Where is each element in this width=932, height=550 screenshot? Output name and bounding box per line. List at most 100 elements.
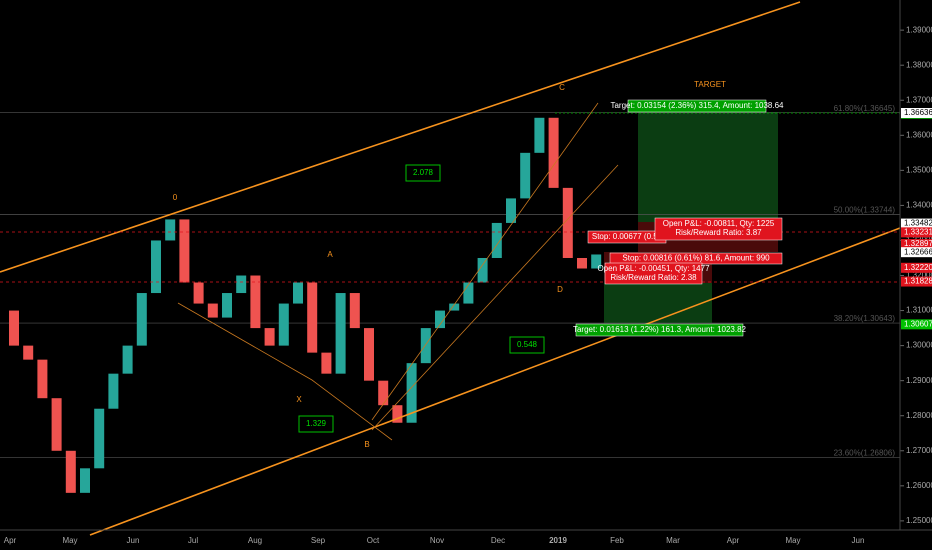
candle-body	[179, 219, 190, 283]
y-tick-label: 1.28000	[906, 411, 932, 420]
x-tick-label: May	[62, 536, 77, 545]
candle-body	[264, 328, 275, 346]
labels: 1.25000 1.26000 1.27000 1.28000 1.29000 1.300…	[4, 25, 932, 545]
candle-body	[293, 282, 303, 304]
profit-zone	[638, 112, 778, 222]
y-tick-label: 1.38000	[906, 60, 932, 69]
candle-body	[193, 282, 204, 304]
candle-body	[207, 303, 218, 318]
trade-label: Risk/Reward Ratio: 2.38	[610, 273, 697, 282]
candle-body	[491, 222, 502, 258]
ratio-label: 0.548	[517, 340, 538, 349]
price-tag-label: 1.30607	[904, 319, 932, 328]
x-tick-label: Oct	[367, 536, 380, 545]
candle-body	[477, 257, 488, 283]
candle-body	[250, 275, 261, 329]
candle-body	[364, 328, 374, 381]
candles	[9, 117, 602, 493]
price-tag	[901, 227, 932, 238]
price-tag-label: 1.31828	[904, 277, 932, 286]
trade-label-box	[575, 323, 744, 337]
wave-point: 0	[173, 193, 178, 202]
trend-line	[177, 302, 393, 441]
fib-label: 38.20%(1.30643)	[834, 314, 896, 323]
trade-label: Open P&L: -0.00811, Qty: 1225	[663, 219, 775, 228]
channel-upper	[0, 1, 801, 273]
trade-label: Stop: 0.00677 (0.51	[592, 232, 663, 241]
ratio-box	[509, 336, 545, 354]
price-tag-label: 1.33482	[904, 219, 932, 228]
profit-zone	[604, 283, 712, 323]
trade-label: Open P&L: -0.00451, Qty: 1477	[597, 264, 710, 273]
price-tag	[901, 276, 932, 287]
price-tag	[901, 218, 932, 229]
x-tick-label: Aug	[248, 536, 262, 545]
trend-line	[371, 164, 619, 431]
candle-body	[335, 293, 346, 374]
candle-body	[378, 380, 389, 406]
y-tick-label: 1.25000	[906, 516, 932, 525]
candle-body	[420, 328, 431, 364]
price-tag-label: 1.36636	[904, 108, 932, 117]
trend-line	[371, 102, 599, 421]
candle-body	[506, 198, 516, 223]
y-tick-label: 1.29000	[906, 376, 932, 385]
x-tick-label: Mar	[666, 536, 680, 545]
candle-body	[222, 293, 232, 318]
candle-body	[108, 373, 119, 409]
candle-body	[534, 117, 545, 153]
y-tick-label: 1.32000	[906, 271, 932, 280]
fib-label: 61.80%(1.36645)	[834, 104, 896, 113]
y-tick-label: 1.35000	[906, 165, 932, 174]
x-tick-label: Dec	[491, 536, 505, 545]
price-tag	[901, 108, 932, 119]
candle-body	[349, 293, 360, 329]
candle-body	[37, 359, 48, 399]
x-tick-label: Apr	[727, 536, 740, 545]
x-tick-label: Sep	[311, 536, 326, 545]
candle-body	[151, 240, 161, 294]
candle-body	[65, 450, 76, 493]
wave-point: B	[364, 440, 369, 449]
candle-body	[520, 152, 531, 199]
x-tick-label: May	[785, 536, 800, 545]
y-tick-label: 1.39000	[906, 25, 932, 34]
y-tick-label: 1.34000	[906, 201, 932, 210]
candle-body	[321, 352, 332, 374]
fib-label: 23.60%(1.26806)	[834, 449, 896, 458]
trade-label-box	[654, 217, 783, 241]
ratio-label: 1.329	[306, 419, 327, 428]
price-tag	[901, 319, 932, 330]
x-tick-label: Apr	[4, 536, 17, 545]
trade-label-box	[627, 99, 767, 113]
trade-label: Target: 0.03154 (2.36%) 315.4, Amount: 1…	[610, 101, 784, 110]
wave-point: D	[557, 285, 563, 294]
x-tick-label: Feb	[610, 536, 624, 545]
x-tick-label: Jul	[188, 536, 198, 545]
wave-point: C	[559, 83, 565, 92]
ratio-box	[298, 415, 334, 433]
grid	[0, 29, 904, 522]
target-title: TARGET	[694, 80, 726, 89]
y-tick-label: 1.37000	[906, 95, 932, 104]
candle-body	[577, 257, 587, 269]
candle-body	[165, 219, 176, 241]
candle-body	[406, 363, 417, 423]
y-tick-label: 1.31000	[906, 306, 932, 315]
candle-body	[51, 398, 62, 451]
candle-body	[136, 293, 147, 346]
y-tick-label: 1.26000	[906, 481, 932, 490]
y-tick-label: 1.30000	[906, 341, 932, 350]
price-tag-label: 1.32666	[904, 247, 932, 256]
channel-lower	[89, 227, 901, 536]
candle-body	[278, 303, 289, 346]
candle-body	[307, 282, 318, 353]
price-tag	[901, 239, 932, 250]
candle-body	[548, 117, 559, 188]
candle-body	[122, 345, 133, 374]
candle-body	[9, 310, 19, 346]
x-tick-label: 2019	[549, 536, 567, 545]
y-tick-label: 1.27000	[906, 446, 932, 455]
trade-label: Stop: 0.00816 (0.61%) 81.6, Amount: 990	[622, 254, 770, 263]
candle-body	[449, 303, 460, 311]
